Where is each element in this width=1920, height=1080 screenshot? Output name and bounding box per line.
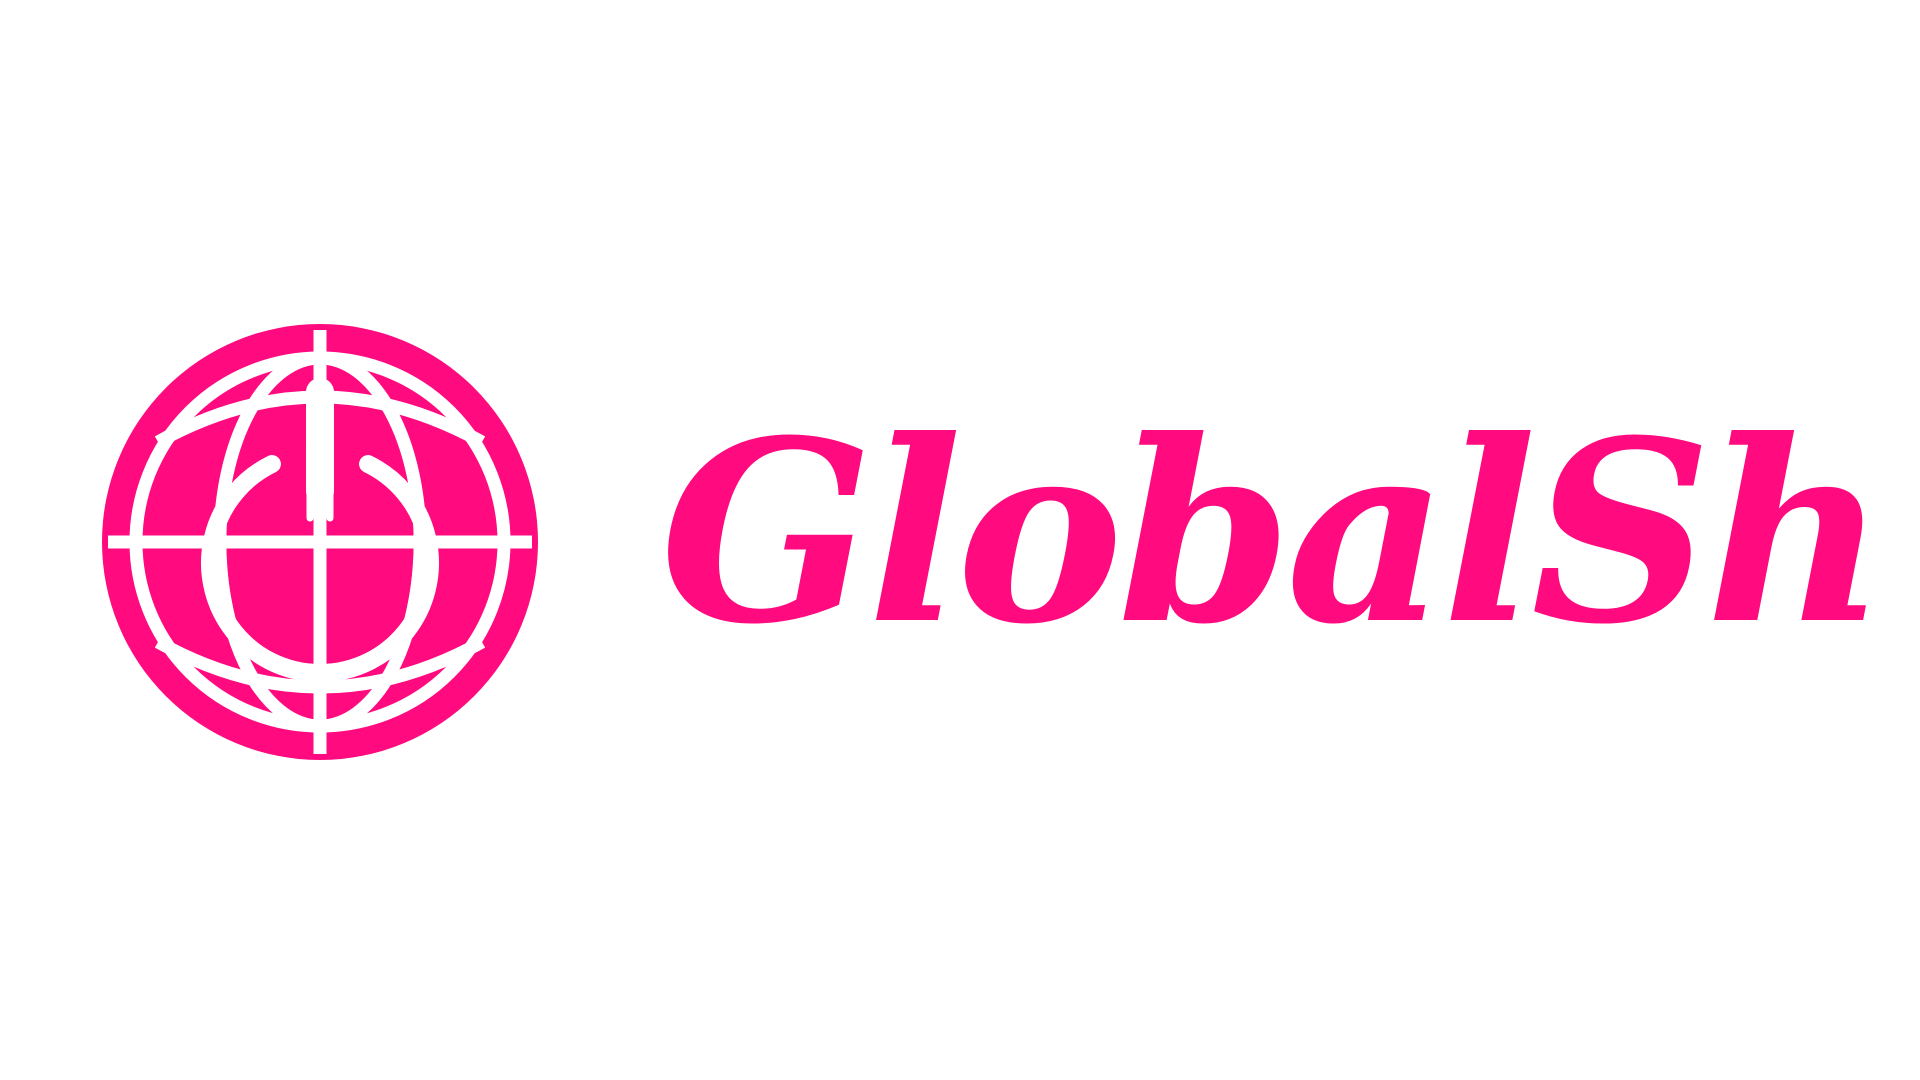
wordmark: GlobalShut (660, 385, 1890, 679)
brand-name: GlobalShut (660, 385, 1890, 679)
globe-power-icon (102, 324, 538, 760)
